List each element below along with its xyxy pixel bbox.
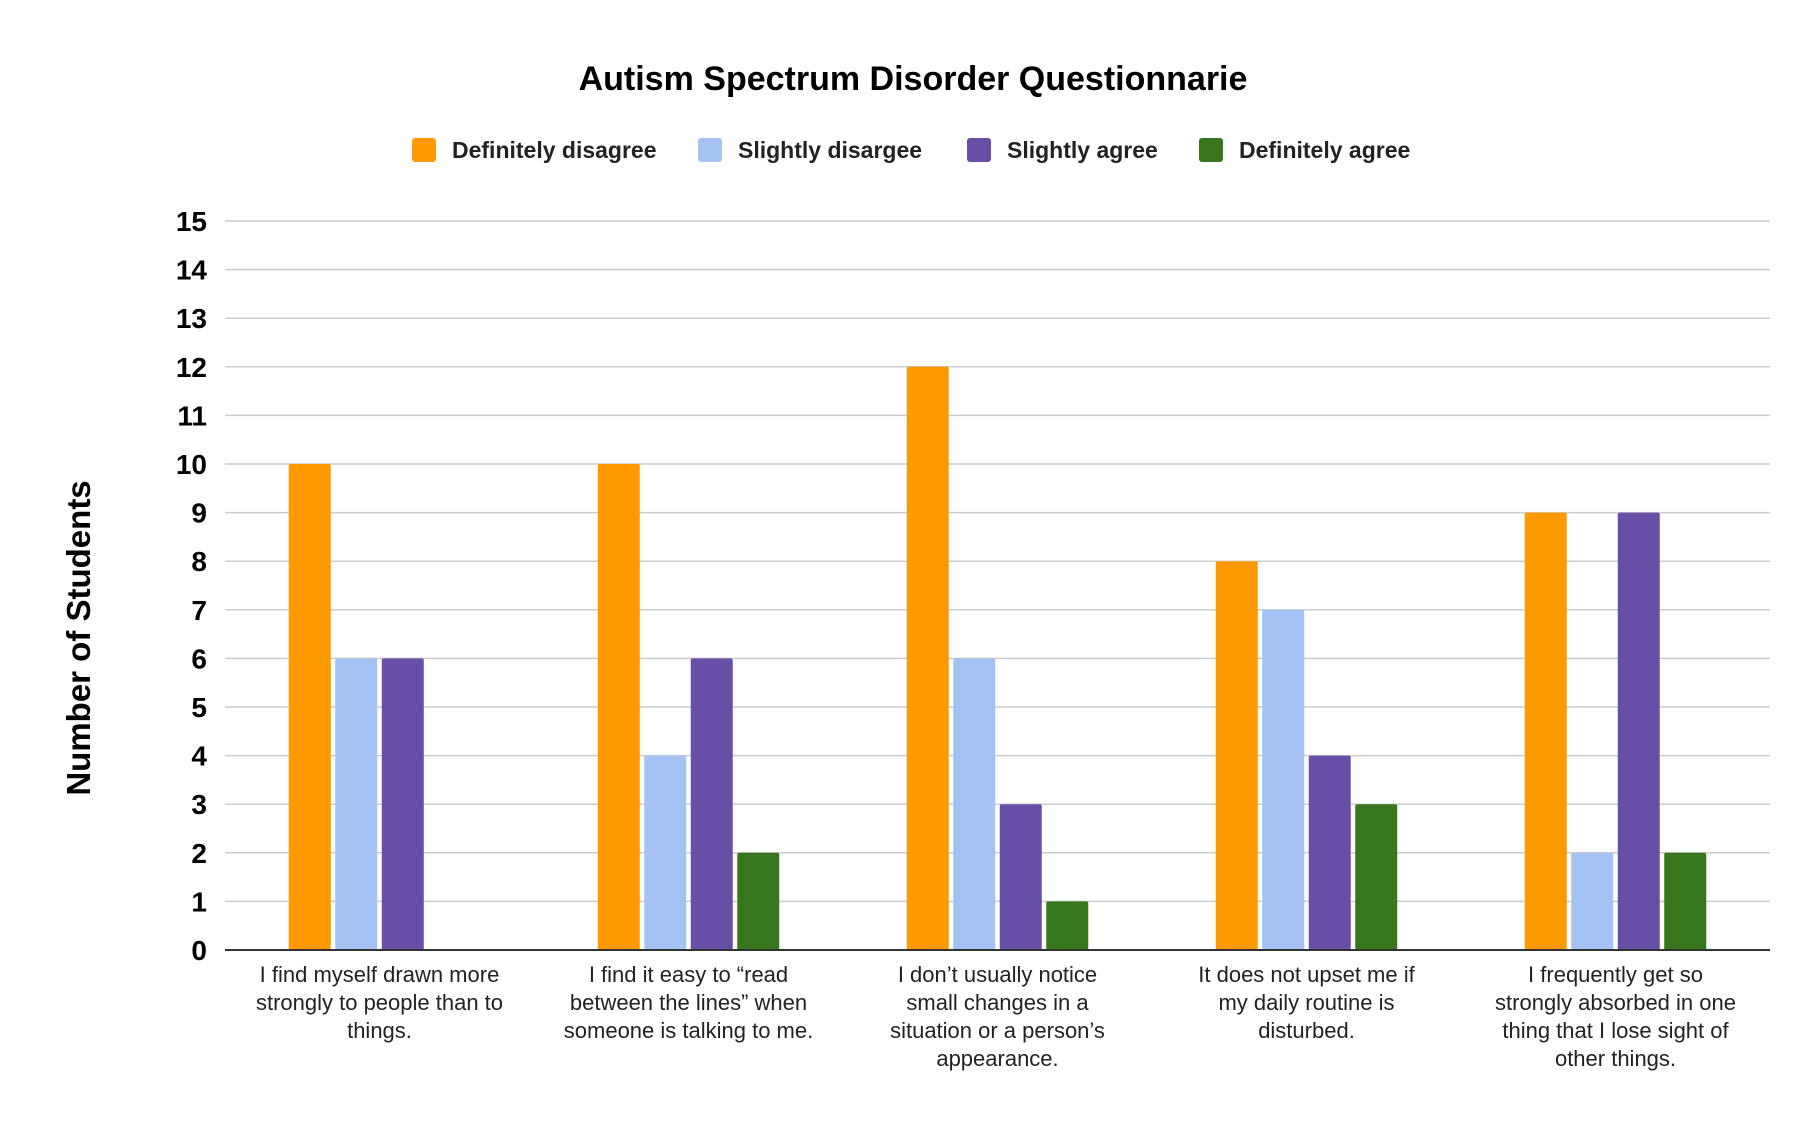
bar: [597, 464, 640, 950]
x-tick-label-line: someone is talking to me.: [564, 1018, 813, 1043]
y-tick-label: 7: [191, 595, 207, 626]
bar: [1046, 901, 1089, 950]
bar: [999, 804, 1042, 950]
x-tick-label-line: strongly absorbed in one: [1495, 990, 1736, 1015]
y-tick-label: 12: [176, 352, 207, 383]
y-tick-label: 2: [191, 838, 207, 869]
y-tick-label: 3: [191, 789, 207, 820]
y-tick-label: 4: [191, 741, 207, 772]
x-tick-label-line: my daily routine is: [1218, 990, 1394, 1015]
y-tick-label: 0: [191, 935, 207, 966]
x-tick-label: It does not upset me if my daily routine …: [1198, 962, 1415, 1043]
legend: Definitely disagree Slightly disargee Slig…: [412, 137, 1410, 163]
gridlines: [225, 220, 1770, 903]
legend-swatch: [967, 138, 991, 162]
x-tick-label-line: I find myself drawn more: [260, 962, 500, 987]
legend-swatch: [698, 138, 722, 162]
x-tick-label-line: strongly to people than to: [256, 990, 503, 1015]
bar: [953, 658, 996, 950]
y-tick-label: 6: [191, 643, 207, 674]
bar: [1308, 755, 1351, 950]
x-tick-label: I don’t usually notice small changes in a…: [890, 962, 1105, 1071]
bar: [335, 658, 378, 950]
legend-label: Definitely disagree: [452, 137, 657, 163]
bar: [1664, 852, 1707, 950]
y-tick-label: 9: [191, 498, 207, 529]
bar: [1524, 512, 1567, 950]
y-tick-label: 5: [191, 692, 207, 723]
bar: [1571, 852, 1614, 950]
y-tick-label: 14: [176, 255, 208, 286]
x-tick-label-line: I don’t usually notice: [898, 962, 1097, 987]
bar: [1215, 561, 1258, 950]
x-tick-label-line: I find it easy to “read: [589, 962, 788, 987]
bar: [381, 658, 424, 950]
x-tick-label-line: disturbed.: [1258, 1018, 1355, 1043]
x-tick-label-line: other things.: [1555, 1046, 1676, 1071]
x-tick-label-line: situation or a person’s: [890, 1018, 1105, 1043]
legend-label: Definitely agree: [1239, 137, 1410, 163]
bar: [737, 852, 780, 950]
y-tick-label: 8: [191, 546, 207, 577]
x-tick-label-line: between the lines” when: [570, 990, 807, 1015]
y-axis-label: Number of Students: [60, 480, 97, 795]
legend-label: Slightly disargee: [738, 137, 922, 163]
x-tick-label-line: thing that I lose sight of: [1502, 1018, 1729, 1043]
x-tick-label: I frequently get so strongly absorbed in …: [1495, 962, 1736, 1071]
bar: [1355, 804, 1398, 950]
y-tick-label: 10: [176, 449, 207, 480]
y-tick-label: 15: [176, 206, 207, 237]
bar: [1262, 609, 1305, 950]
bar: [288, 464, 331, 950]
bar: [1617, 512, 1660, 950]
x-tick-label-line: small changes in a: [906, 990, 1089, 1015]
legend-label: Slightly agree: [1007, 137, 1158, 163]
x-tick-label: I find it easy to “read between the lines…: [564, 962, 813, 1043]
legend-swatch: [1199, 138, 1223, 162]
x-axis-ticks: I find myself drawn more strongly to peop…: [256, 962, 1736, 1071]
x-tick-label-line: It does not upset me if: [1198, 962, 1415, 987]
y-tick-label: 1: [191, 886, 207, 917]
y-tick-label: 11: [177, 400, 207, 431]
x-tick-label-line: appearance.: [936, 1046, 1058, 1071]
bar: [690, 658, 733, 950]
legend-swatch: [412, 138, 436, 162]
y-tick-label: 13: [176, 303, 207, 334]
bars: [288, 366, 1707, 950]
bar: [906, 366, 949, 950]
x-tick-label: I find myself drawn more strongly to peop…: [256, 962, 503, 1043]
x-tick-label-line: I frequently get so: [1528, 962, 1703, 987]
x-tick-label-line: things.: [347, 1018, 412, 1043]
bar: [644, 755, 687, 950]
chart-title: Autism Spectrum Disorder Questionnarie: [579, 60, 1248, 98]
